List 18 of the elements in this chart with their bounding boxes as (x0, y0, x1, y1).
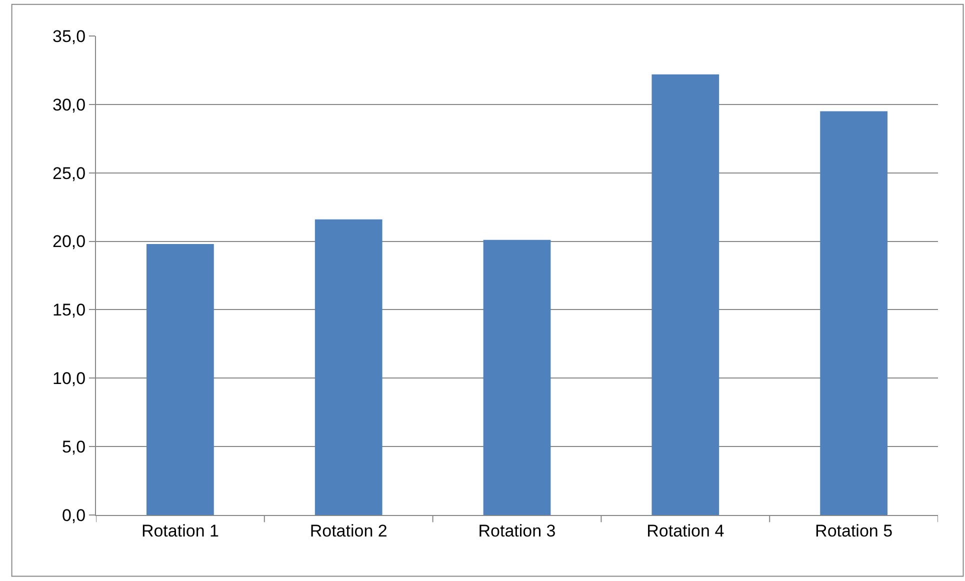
y-tick-label: 25,0 (52, 164, 86, 183)
y-tick-label: 20,0 (52, 232, 86, 252)
x-tick-label: Rotation 2 (310, 521, 388, 540)
bar (820, 111, 888, 515)
x-tick-label: Rotation 5 (815, 521, 893, 540)
bar (314, 219, 382, 515)
x-tick-label: Rotation 1 (141, 521, 219, 540)
y-tick-label: 30,0 (52, 95, 86, 114)
y-tick-label: 10,0 (52, 369, 86, 388)
x-tick-label: Rotation 4 (646, 521, 724, 540)
bar (652, 74, 720, 515)
y-tick-label: 15,0 (52, 300, 86, 320)
bar (146, 244, 214, 515)
bar (483, 240, 551, 515)
y-tick-label: 5,0 (62, 438, 86, 457)
x-tick-label: Rotation 3 (478, 521, 556, 540)
y-tick-label: 35,0 (52, 26, 86, 46)
y-tick-label: 0,0 (62, 506, 86, 525)
